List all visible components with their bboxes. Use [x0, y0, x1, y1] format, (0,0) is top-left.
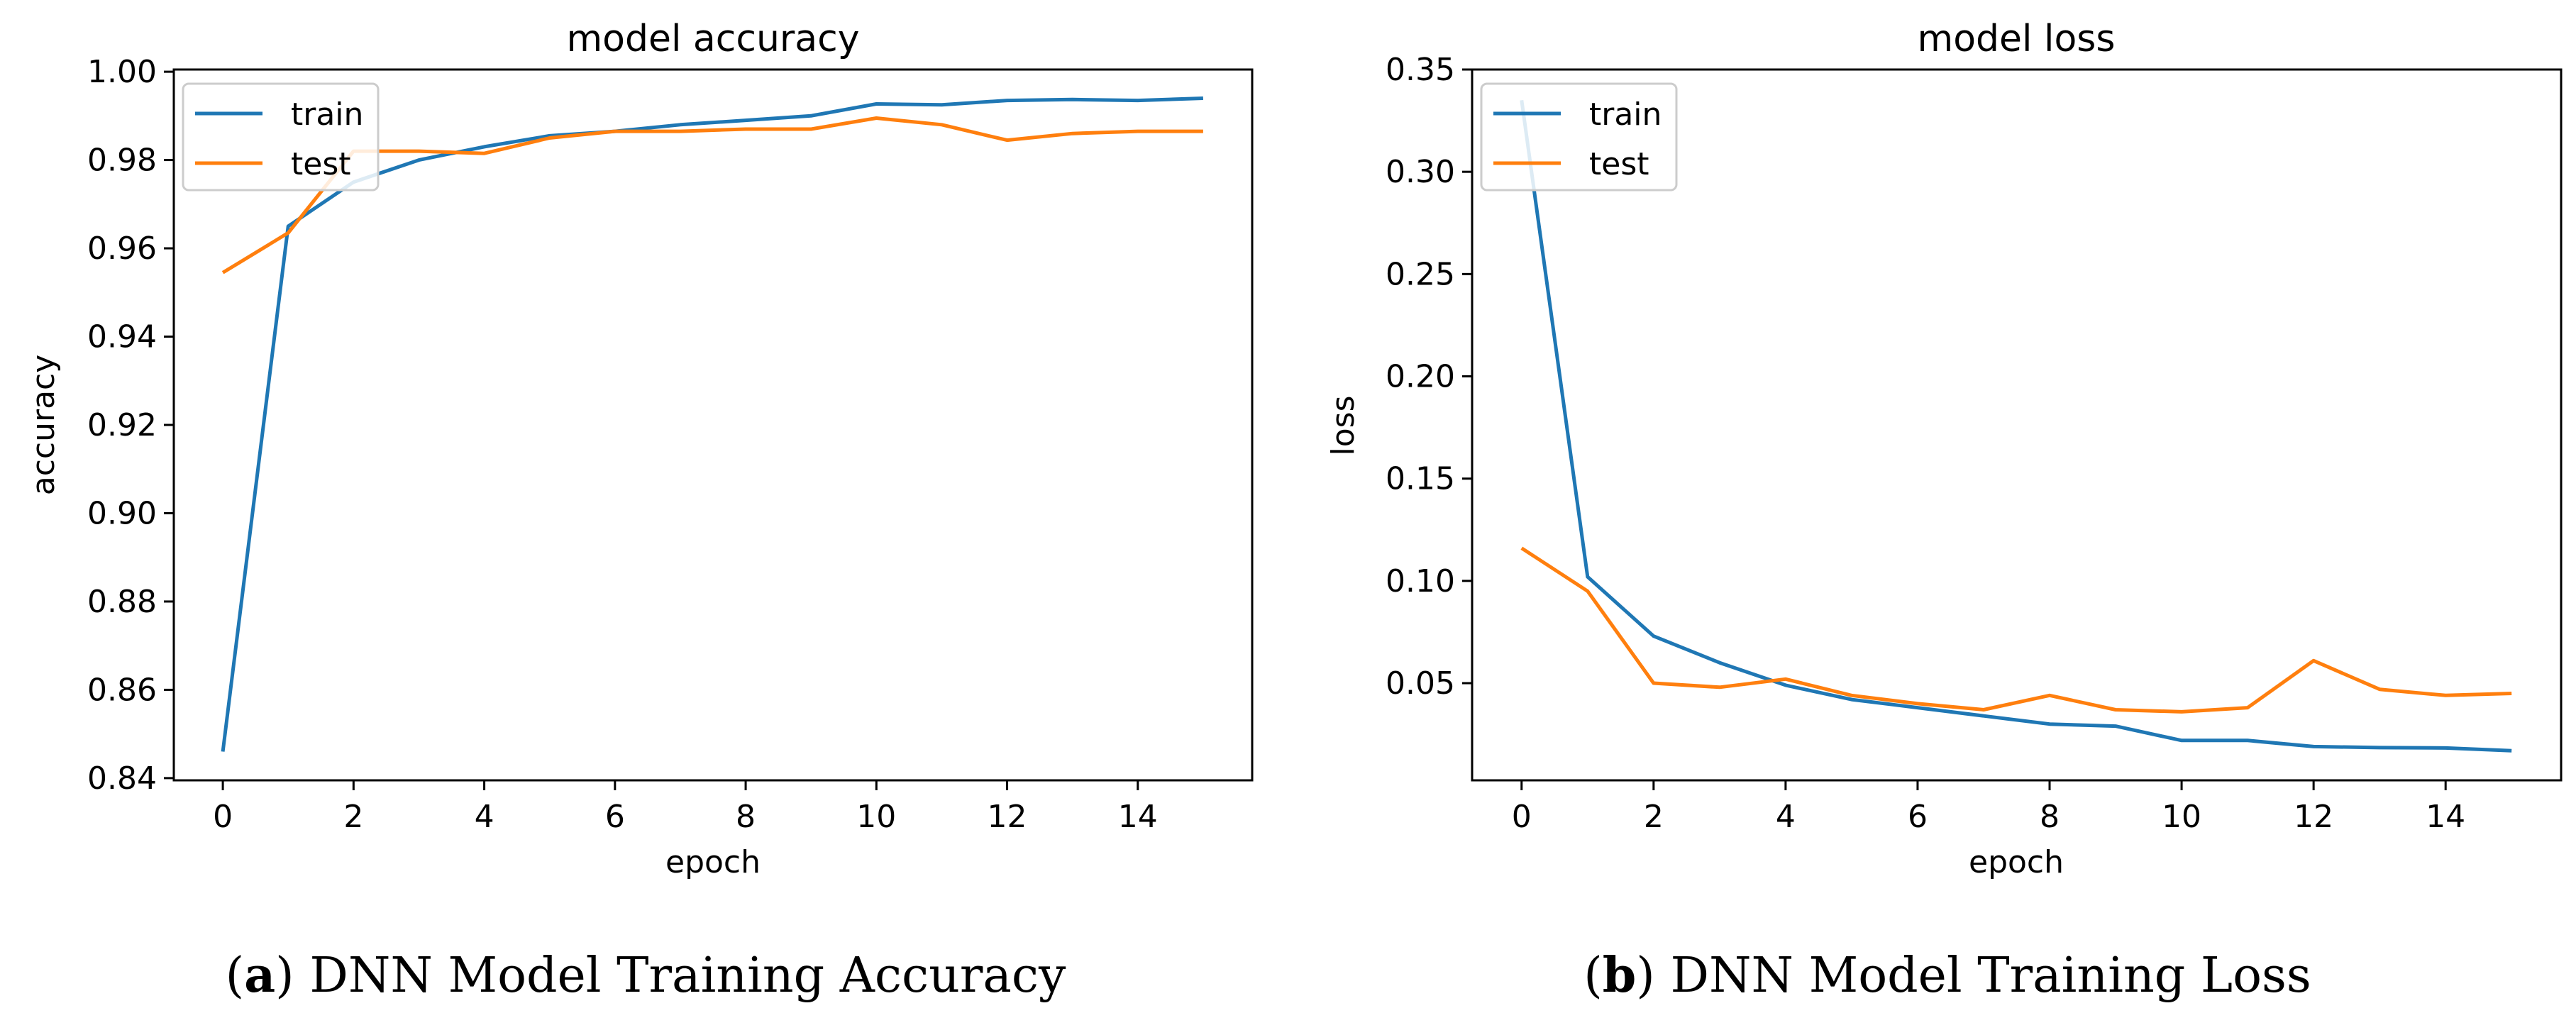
caption-a-text: DNN Model Training Accuracy	[309, 948, 1066, 1004]
y-tick-label: 0.94	[87, 319, 157, 355]
x-tick-label: 8	[2040, 799, 2060, 835]
x-tick-label: 6	[605, 799, 625, 835]
plot-lines	[1520, 99, 2512, 753]
x-axis-label: epoch	[665, 844, 761, 880]
y-tick-label: 0.84	[87, 760, 157, 797]
series-line-test	[1520, 546, 2512, 714]
x-tick-label: 12	[988, 799, 1027, 835]
y-tick-label: 0.90	[87, 495, 157, 531]
y-tick-label: 0.86	[87, 672, 157, 708]
x-tick-label: 2	[1644, 799, 1664, 835]
series-line-train	[1520, 99, 2512, 753]
series-line-train	[221, 96, 1203, 752]
y-tick-label: 1.00	[87, 54, 157, 90]
y-tick-label: 0.05	[1386, 665, 1455, 702]
y-tick-label: 0.25	[1386, 256, 1455, 292]
x-tick-label: 2	[343, 799, 363, 835]
y-axis-label: accuracy	[26, 355, 62, 496]
x-tick-label: 8	[736, 799, 756, 835]
caption-b-text: DNN Model Training Loss	[1670, 948, 2311, 1004]
legend: train test	[182, 82, 380, 192]
x-tick-label: 0	[1512, 799, 1532, 835]
y-tick-label: 0.98	[87, 143, 157, 179]
y-tick-label: 0.96	[87, 231, 157, 267]
y-axis: 0.05 0.10 0.15 0.20 0.25 0.30 0.35	[1386, 52, 1472, 702]
y-tick-label: 0.15	[1386, 461, 1455, 497]
x-tick-label: 6	[1908, 799, 1928, 835]
legend-label-test: test	[291, 146, 351, 182]
y-tick-label: 0.92	[87, 407, 157, 443]
y-tick-label: 0.88	[87, 584, 157, 620]
x-tick-label: 10	[2162, 799, 2201, 835]
caption-b: (b) DNN Model Training Loss	[1583, 947, 2311, 1004]
caption-a: (a) DNN Model Training Accuracy	[226, 947, 1066, 1004]
x-tick-label: 12	[2294, 799, 2333, 835]
plot-lines	[221, 96, 1203, 752]
y-tick-label: 0.35	[1386, 52, 1455, 88]
y-axis: 0.84 0.86 0.88 0.90 0.92 0.94 0.96 0.98 1.00	[87, 54, 174, 797]
x-tick-label: 0	[213, 799, 233, 835]
x-tick-label: 10	[856, 799, 896, 835]
x-tick-label: 4	[475, 799, 494, 835]
chart-title: model loss	[1918, 18, 2116, 60]
x-axis: 0 2 4 6 8 10 12 14	[213, 780, 1158, 835]
x-tick-label: 14	[1118, 799, 1158, 835]
x-axis: 0 2 4 6 8 10 12 14	[1512, 780, 2465, 835]
chart-title: model accuracy	[566, 18, 859, 60]
y-tick-label: 0.30	[1386, 154, 1455, 190]
legend: train test	[1480, 82, 1678, 192]
y-tick-label: 0.20	[1386, 359, 1455, 395]
x-tick-label: 4	[1776, 799, 1796, 835]
plot-frame	[172, 68, 1254, 782]
y-tick-label: 0.10	[1386, 563, 1455, 599]
accuracy-chart: model accuracy 0.840.860.880.900.920.940…	[26, 18, 1254, 1004]
legend-label-train: train	[291, 96, 363, 133]
legend-label-test: test	[1589, 146, 1649, 182]
series-line-test	[221, 116, 1203, 275]
y-axis-label: loss	[1325, 396, 1361, 456]
loss-chart: model loss 0.050.100.150.200.250.300.35 …	[1325, 18, 2563, 1004]
caption-a-label: a	[244, 947, 275, 1004]
plot-frame	[1471, 68, 2563, 782]
caption-b-label: b	[1603, 947, 1637, 1004]
x-tick-label: 14	[2426, 799, 2465, 835]
legend-label-train: train	[1589, 96, 1662, 133]
x-axis-label: epoch	[1969, 844, 2064, 880]
